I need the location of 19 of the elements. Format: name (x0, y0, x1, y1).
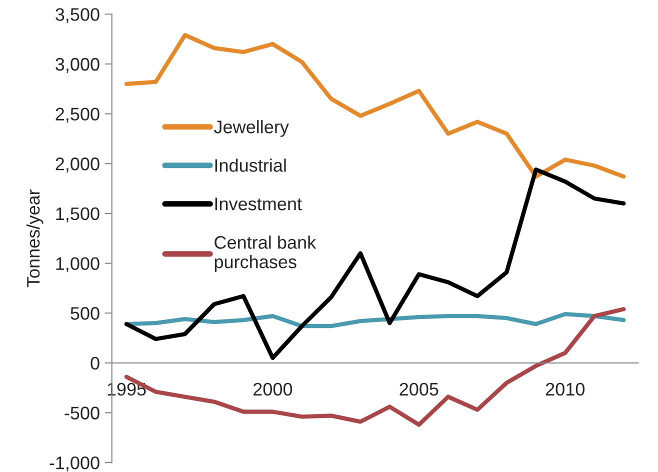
y-tick-label: 0 (90, 356, 100, 370)
y-tick-label: -500 (64, 406, 100, 420)
y-axis-title: Tonnes/year (26, 189, 44, 288)
x-tick-label: 2005 (400, 382, 438, 396)
y-tick-label: -1,000 (50, 456, 100, 472)
y-tick-label: 1,000 (56, 257, 100, 272)
legend-label: Industrial (215, 158, 286, 172)
y-tick-label: 3,000 (56, 58, 100, 73)
legend-label: Jewellery (214, 120, 289, 137)
line-series (124, 33, 626, 179)
y-tick-label: 2,500 (56, 108, 100, 123)
y-tick-label: 3,500 (56, 8, 100, 24)
x-tick-label: 2010 (546, 382, 585, 396)
legend-label: Central bank purchases (214, 236, 316, 272)
y-tick-label: 2,000 (56, 158, 100, 172)
legend-label: Investment (215, 198, 302, 210)
y-tick-label: 500 (70, 307, 100, 320)
x-tick-label: 2000 (254, 382, 292, 396)
y-tick-label: 1,500 (56, 207, 100, 222)
